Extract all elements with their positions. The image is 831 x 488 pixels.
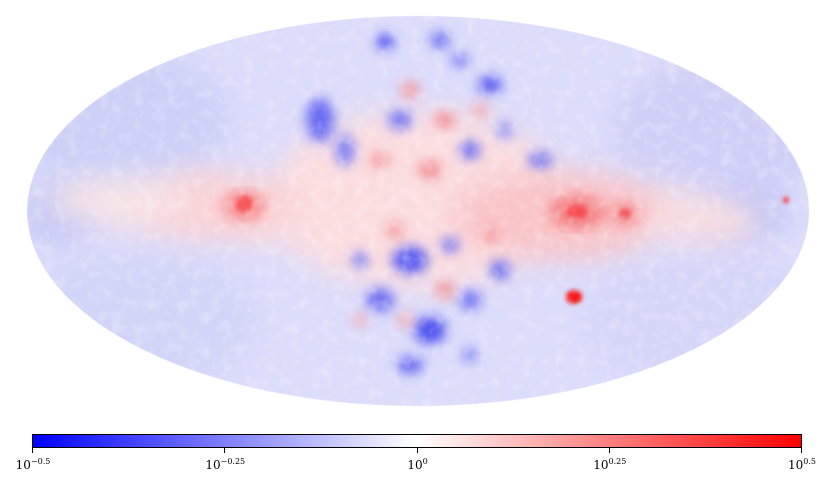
colorbar-tick: [32, 448, 33, 453]
colorbar-tick-label: 100: [407, 457, 428, 472]
sky-map-svg: [26, 15, 810, 407]
map-outline: [26, 15, 810, 407]
colorbar-tick: [224, 448, 226, 453]
colorbar-tick-label: 100.25: [593, 457, 627, 472]
colorbar-tick: [608, 448, 610, 453]
colorbar-tick-label: 10−0.5: [15, 457, 51, 472]
colorbar-tick: [801, 448, 802, 453]
colorbar-tick-label: 100.5: [787, 457, 817, 472]
sky-map-content: [27, 16, 809, 406]
colorbar-tick: [416, 448, 418, 453]
colorbar: [32, 434, 802, 448]
mollweide-sky-map: [26, 15, 810, 407]
speckle-texture: [27, 16, 809, 406]
colorbar-tick-label: 10−0.25: [205, 457, 246, 472]
